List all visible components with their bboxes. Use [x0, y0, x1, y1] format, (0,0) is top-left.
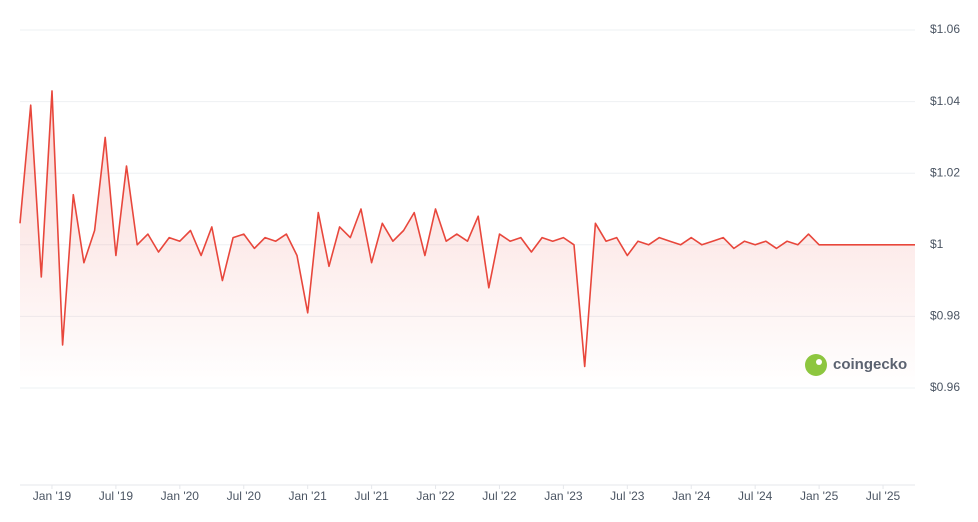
x-tick-label: Jul '24 [738, 489, 773, 503]
x-tick-label: Jan '23 [544, 489, 583, 503]
watermark-text: coingecko [833, 356, 907, 373]
logo-eye [816, 359, 822, 365]
x-tick-label: Jan '25 [800, 489, 839, 503]
logo [805, 354, 827, 376]
price-line [19, 90, 915, 368]
x-tick-label: Jul '22 [482, 489, 517, 503]
x-tick-label: Jul '20 [227, 489, 262, 503]
x-tick-label: Jan '21 [289, 489, 328, 503]
price-area [20, 90, 915, 389]
x-tick-label: Jul '25 [866, 489, 901, 503]
y-tick-label: $1.06 [930, 22, 960, 36]
watermark: coingecko [805, 354, 907, 376]
x-tick-label: Jan '19 [33, 489, 72, 503]
x-tick-label: Jul '23 [610, 489, 645, 503]
x-tick-label: Jan '22 [416, 489, 455, 503]
x-tick-label: Jul '21 [354, 489, 389, 503]
x-tick-label: Jan '24 [672, 489, 711, 503]
y-tick-label: $0.96 [930, 380, 960, 394]
y-tick-label: $1.04 [930, 94, 960, 108]
x-tick-label: Jan '20 [161, 489, 200, 503]
y-tick-label: $1.02 [930, 165, 960, 179]
y-tick-label: $0.98 [930, 309, 960, 323]
x-tick-label: Jul '19 [99, 489, 134, 503]
y-tick-label: $1 [930, 237, 944, 251]
